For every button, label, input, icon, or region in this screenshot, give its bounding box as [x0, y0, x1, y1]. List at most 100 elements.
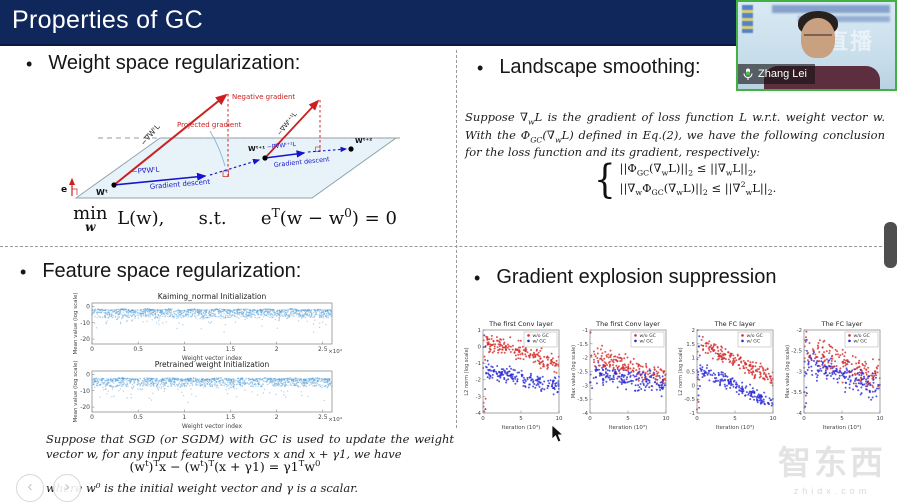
svg-text:1.5: 1.5: [226, 346, 236, 353]
e-label: e: [61, 185, 67, 195]
svg-text:10: 10: [877, 416, 884, 422]
chevron-right-icon: ›: [64, 478, 70, 495]
svg-text:-4: -4: [583, 411, 589, 417]
svg-text:0: 0: [90, 346, 94, 353]
svg-text:L2 norm (log scale): L2 norm (log scale): [678, 347, 684, 395]
microphone-icon: [743, 68, 753, 80]
svg-text:-3.5: -3.5: [791, 390, 802, 396]
svg-text:0: 0: [588, 416, 592, 422]
curly-brace: {: [594, 156, 616, 203]
landscape-eq1: ||ΦGC(∇wL)||2 ≤ ||∇wL||2,: [619, 161, 757, 178]
wall-banner-text: [772, 5, 890, 13]
svg-text:1.5: 1.5: [686, 342, 695, 348]
landscape-equations: { ||ΦGC(∇wL)||2 ≤ ||∇wL||2, ||∇wΦGC(∇wL)…: [594, 160, 776, 200]
svg-text:1: 1: [182, 414, 186, 421]
webcam-feed[interactable]: 直播 Zhang Lei: [736, 0, 897, 91]
svg-text:-20: -20: [80, 404, 90, 411]
svg-text:-1: -1: [690, 411, 695, 417]
svg-text:0: 0: [692, 383, 696, 389]
negative-gradient-label: Negative gradient: [232, 93, 295, 101]
weight-constraint-equation: min w L(w), s.t. eT(w − w0) = 0: [73, 203, 397, 234]
svg-text:1: 1: [182, 346, 186, 353]
heading-label: Landscape smoothing:: [499, 56, 701, 78]
svg-text:5: 5: [626, 416, 630, 422]
svg-text:-10: -10: [80, 388, 90, 395]
fc-l2-plot: 0 5 10 2 1.5 1 0.5 0 -0.5 -1 The FC layer Iteration…: [676, 316, 783, 432]
svg-text:Iteration (10³): Iteration (10³): [716, 424, 755, 431]
proj-arrow1-label: −P∇WᵗL: [131, 166, 159, 176]
feature-space-heading: • Feature space regularization:: [20, 260, 301, 284]
svg-text:-2: -2: [476, 378, 481, 384]
wall-logo: [742, 5, 753, 33]
svg-text:w/ GC: w/ GC: [854, 339, 868, 345]
svg-text:w/o GC: w/o GC: [640, 333, 656, 339]
svg-text:w/o GC: w/o GC: [854, 333, 870, 339]
svg-text:-4: -4: [476, 411, 482, 417]
weight-projection-diagram: e Wᵗ −∇WᵗL Negative gradient Projected g…: [61, 93, 401, 199]
svg-text:-2.5: -2.5: [791, 349, 802, 355]
feature-paragraph: Suppose that SGD (or SGDM) with GC is us…: [46, 432, 454, 462]
svg-text:w/ GC: w/ GC: [640, 339, 654, 345]
wt2-label: Wᵗ⁺²: [355, 137, 372, 145]
zhidx-site-text: zhidx.com: [793, 486, 871, 496]
svg-text:0: 0: [86, 303, 90, 310]
svg-text:0: 0: [478, 345, 482, 351]
svg-text:×10⁴: ×10⁴: [328, 416, 343, 423]
bullet: •: [20, 262, 27, 282]
participant-name: Zhang Lei: [758, 68, 807, 80]
svg-text:-4: -4: [797, 411, 803, 417]
heading-label: Weight space regularization:: [48, 52, 301, 74]
svg-text:0: 0: [695, 416, 699, 422]
svg-text:2.5: 2.5: [318, 346, 328, 353]
page-title: Properties of GC: [12, 6, 203, 34]
svg-text:×10⁴: ×10⁴: [328, 348, 343, 355]
svg-text:The first Conv layer: The first Conv layer: [488, 320, 553, 328]
svg-text:1: 1: [478, 328, 482, 334]
svg-text:-2.5: -2.5: [577, 369, 588, 375]
heading-label: Feature space regularization:: [42, 260, 302, 282]
svg-text:-10: -10: [80, 320, 90, 327]
svg-text:-3: -3: [476, 394, 482, 400]
scrollbar-thumb[interactable]: [884, 222, 897, 268]
svg-text:-20: -20: [80, 336, 90, 343]
svg-text:2.5: 2.5: [318, 414, 328, 421]
zhidx-watermark: 智东西 zhidx.com: [772, 436, 892, 496]
svg-text:-2: -2: [797, 328, 802, 334]
svg-text:-3: -3: [797, 369, 803, 375]
svg-text:Iteration (10³): Iteration (10³): [609, 424, 648, 431]
svg-text:The FC layer: The FC layer: [821, 320, 863, 328]
svg-text:Iteration (10³): Iteration (10³): [502, 424, 541, 431]
svg-text:Weight vector index: Weight vector index: [182, 423, 243, 430]
svg-text:-1: -1: [476, 361, 481, 367]
kaiming-plot: 0 0.5 1 1.5 2 2.5 0 -10 -20 Kaiming_normal Initia…: [60, 292, 346, 362]
next-slide-button[interactable]: ›: [53, 474, 81, 502]
projected-gradient-label: Projected gradient: [177, 121, 242, 129]
svg-text:1: 1: [692, 356, 696, 362]
proj-arrow2-label: −P∇Wᵗ⁺¹L: [266, 141, 297, 151]
svg-text:10: 10: [663, 416, 670, 422]
svg-text:w/o GC: w/o GC: [747, 333, 763, 339]
bullet: •: [474, 268, 481, 288]
feature-footnote: where w⁰ is the initial weight vector an…: [46, 481, 359, 495]
wall-banner-text: [798, 16, 890, 22]
svg-text:0.5: 0.5: [133, 346, 143, 353]
svg-text:Iteration (10³): Iteration (10³): [823, 424, 862, 431]
landscape-heading: • Landscape smoothing:: [477, 56, 701, 80]
conv-max-plot: 0 5 10 -1 -1.5 -2 -2.5 -3 -3.5 -4 The first Conv l…: [569, 316, 676, 432]
mouse-cursor: [551, 424, 565, 443]
feature-equation: (wt)Tx − (wt)T(x + γ1) = γ1Tw0: [129, 459, 321, 475]
svg-text:Kaiming_normal Initialization: Kaiming_normal Initialization: [158, 292, 267, 301]
svg-text:-2: -2: [583, 356, 588, 362]
svg-text:The FC layer: The FC layer: [714, 320, 756, 328]
svg-text:-3: -3: [583, 383, 589, 389]
svg-text:Max value (log scale): Max value (log scale): [785, 345, 791, 398]
svg-text:5: 5: [840, 416, 844, 422]
landscape-eq2: ||∇wΦGC(∇wL)||2 ≤ ||∇2wL||2.: [619, 180, 777, 198]
prev-slide-button[interactable]: ‹: [16, 474, 44, 502]
svg-text:0: 0: [481, 416, 485, 422]
svg-text:L2 norm (log scale): L2 norm (log scale): [464, 347, 470, 395]
bullet: •: [26, 54, 33, 74]
svg-text:Mean value (log scale): Mean value (log scale): [73, 360, 79, 422]
svg-text:10: 10: [770, 416, 777, 422]
